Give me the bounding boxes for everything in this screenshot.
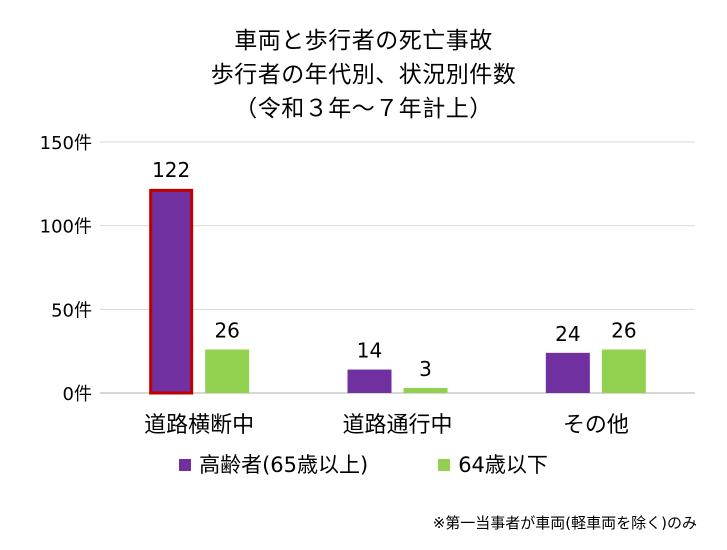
y-tick-label-0: 0件 [63,384,92,405]
bar-s1-c1 [403,387,448,393]
chart-title: 車両と歩行者の死亡事故 歩行者の年代別、状況別件数 （令和３年～７年計上） [0,24,727,126]
legend-item-elderly: 高齢者(65歳以上) [179,452,368,478]
data-label-s0-c0: 122 [152,158,190,182]
chart-legend: 高齢者(65歳以上) 64歳以下 [0,452,727,478]
x-category-label-1: 道路通行中 [342,413,452,438]
x-category-label-0: 道路横断中 [144,413,254,438]
data-label-s1-c0: 26 [214,318,239,342]
chart-title-line-3: （令和３年～７年計上） [234,96,493,122]
x-category-label-2: その他 [563,413,629,438]
bar-s1-c2 [601,349,646,393]
bar-s0-c0 [149,188,194,395]
y-tick-label-1: 50件 [51,300,92,321]
bar-s0-c2 [545,352,590,393]
legend-label-under-64: 64歳以下 [458,453,548,477]
legend-label-elderly: 高齢者(65歳以上) [199,453,369,477]
bar-s0-c1 [347,369,392,393]
legend-swatch-elderly [179,459,192,471]
legend-swatch-under-64 [438,459,451,471]
legend-item-under-64: 64歳以下 [438,452,548,478]
bar-s1-c0 [205,349,250,393]
data-label-s1-c2: 26 [611,318,636,342]
chart-footnote: ※第一当事者が車両(軽車両を除く)のみ [432,514,697,532]
data-label-s0-c2: 24 [555,322,580,346]
y-tick-label-3: 150件 [40,133,92,154]
data-label-s1-c1: 3 [419,357,432,381]
chart-title-line-1: 車両と歩行者の死亡事故 [234,28,493,54]
data-label-s0-c1: 14 [357,339,382,363]
y-tick-label-2: 100件 [40,217,92,238]
chart-title-line-2: 歩行者の年代別、状況別件数 [210,62,517,88]
